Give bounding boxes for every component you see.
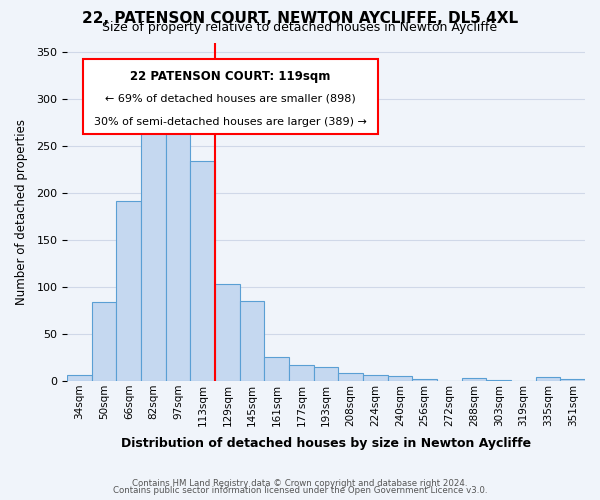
Bar bbox=[412, 379, 437, 381]
Y-axis label: Number of detached properties: Number of detached properties bbox=[15, 118, 28, 304]
Bar bbox=[265, 356, 289, 381]
Bar bbox=[536, 377, 560, 381]
Bar bbox=[338, 374, 363, 381]
Text: 22, PATENSON COURT, NEWTON AYCLIFFE, DL5 4XL: 22, PATENSON COURT, NEWTON AYCLIFFE, DL5… bbox=[82, 11, 518, 26]
Bar bbox=[462, 378, 487, 381]
Text: ← 69% of detached houses are smaller (898): ← 69% of detached houses are smaller (89… bbox=[105, 94, 356, 104]
Bar bbox=[215, 284, 240, 381]
Bar bbox=[141, 126, 166, 381]
X-axis label: Distribution of detached houses by size in Newton Aycliffe: Distribution of detached houses by size … bbox=[121, 437, 531, 450]
Bar bbox=[166, 132, 190, 381]
Bar bbox=[190, 161, 215, 381]
Text: Contains public sector information licensed under the Open Government Licence v3: Contains public sector information licen… bbox=[113, 486, 487, 495]
Bar bbox=[116, 202, 141, 381]
Text: Size of property relative to detached houses in Newton Aycliffe: Size of property relative to detached ho… bbox=[103, 22, 497, 35]
Bar bbox=[314, 367, 338, 381]
Bar bbox=[240, 301, 265, 381]
Text: Contains HM Land Registry data © Crown copyright and database right 2024.: Contains HM Land Registry data © Crown c… bbox=[132, 478, 468, 488]
FancyBboxPatch shape bbox=[83, 60, 378, 134]
Bar bbox=[487, 380, 511, 381]
Bar bbox=[388, 376, 412, 381]
Text: 30% of semi-detached houses are larger (389) →: 30% of semi-detached houses are larger (… bbox=[94, 117, 367, 127]
Bar bbox=[289, 365, 314, 381]
Bar bbox=[560, 379, 585, 381]
Text: 22 PATENSON COURT: 119sqm: 22 PATENSON COURT: 119sqm bbox=[130, 70, 331, 82]
Bar bbox=[92, 302, 116, 381]
Bar bbox=[67, 376, 92, 381]
Bar bbox=[363, 376, 388, 381]
